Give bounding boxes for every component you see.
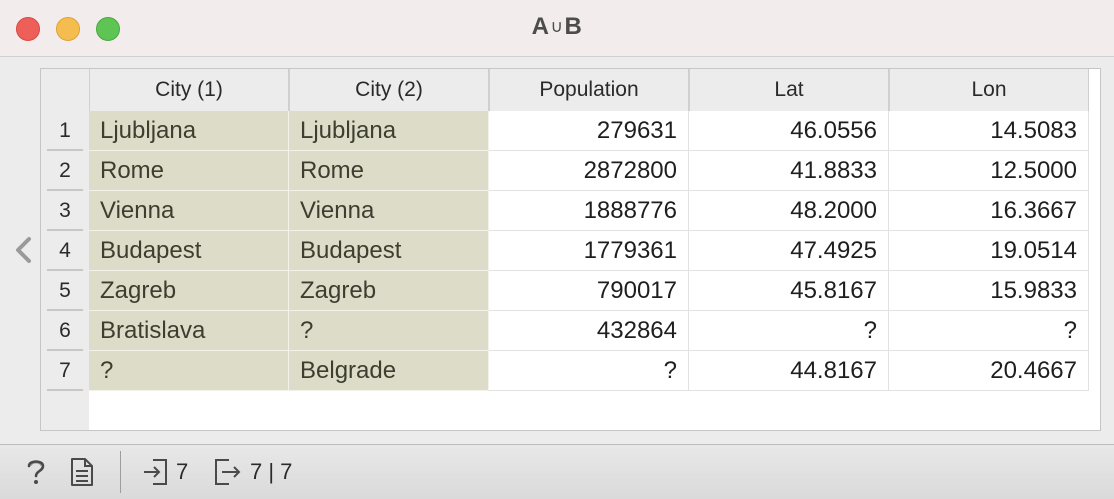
table-cell-city-2[interactable]: Vienna [289, 191, 489, 231]
union-symbol: ∪ [550, 17, 564, 36]
table-cell-population[interactable]: 432864 [489, 311, 689, 351]
row-header[interactable]: 6 [41, 311, 89, 351]
row-header[interactable]: 3 [41, 191, 89, 231]
help-icon[interactable] [24, 457, 48, 487]
table-cell-city-1[interactable]: Bratislava [89, 311, 289, 351]
output-count: 7 | 7 [250, 459, 293, 484]
table-cell-lon[interactable]: 20.4667 [889, 351, 1089, 391]
title-bar: A∪B [0, 0, 1114, 57]
table-cell-lon[interactable]: 19.0514 [889, 231, 1089, 271]
table-cell-city-1[interactable]: Rome [89, 151, 289, 191]
input-count: 7 [176, 459, 189, 484]
table-cell-city-1[interactable]: Zagreb [89, 271, 289, 311]
report-icon[interactable] [70, 457, 94, 487]
title-b: B [564, 13, 583, 40]
table-cell-city-1[interactable]: Budapest [89, 231, 289, 271]
table-cell-population[interactable]: ? [489, 351, 689, 391]
table-cell-city-1[interactable]: ? [89, 351, 289, 391]
row-header[interactable]: 7 [41, 351, 89, 391]
collapse-panel-chevron-icon[interactable] [12, 234, 34, 266]
status-divider [120, 451, 121, 493]
table-cell-lat[interactable]: 47.4925 [689, 231, 889, 271]
window-title: A∪B [0, 13, 1114, 41]
table-cell-city-1[interactable]: Ljubljana [89, 111, 289, 151]
table-cell-lat[interactable]: 44.8167 [689, 351, 889, 391]
table-cell-lat[interactable]: 45.8167 [689, 271, 889, 311]
table-cell-population[interactable]: 1779361 [489, 231, 689, 271]
column-header-label: Lat [774, 78, 804, 101]
column-header-lat[interactable]: Lat [689, 69, 889, 111]
column-header-label: City (2) [355, 78, 423, 101]
table-cell-population[interactable]: 1888776 [489, 191, 689, 231]
minimize-button[interactable] [56, 17, 80, 41]
table-corner[interactable] [41, 69, 89, 111]
title-a: A [531, 13, 550, 40]
column-header-city-1[interactable]: City (1) [89, 69, 289, 111]
table-cell-city-2[interactable]: Budapest [289, 231, 489, 271]
column-header-label: City (1) [155, 78, 223, 101]
output-icon [212, 457, 242, 487]
row-header[interactable]: 5 [41, 271, 89, 311]
table-cell-city-2[interactable]: ? [289, 311, 489, 351]
table-cell-city-2[interactable]: Belgrade [289, 351, 489, 391]
table-cell-lat[interactable]: 46.0556 [689, 111, 889, 151]
table-cell-lat[interactable]: 41.8833 [689, 151, 889, 191]
table-cell-lon[interactable]: ? [889, 311, 1089, 351]
column-header-population[interactable]: Population [489, 69, 689, 111]
table-cell-lat[interactable]: ? [689, 311, 889, 351]
column-header-city-2[interactable]: City (2) [289, 69, 489, 111]
table-cell-lon[interactable]: 16.3667 [889, 191, 1089, 231]
row-header[interactable]: 2 [41, 151, 89, 191]
row-header[interactable]: 1 [41, 111, 89, 151]
input-icon [142, 457, 170, 487]
status-bar: 7 7 | 7 [0, 444, 1114, 499]
close-button[interactable] [16, 17, 40, 41]
table-cell-city-2[interactable]: Rome [289, 151, 489, 191]
maximize-button[interactable] [96, 17, 120, 41]
table-cell-lat[interactable]: 48.2000 [689, 191, 889, 231]
table-cell-city-2[interactable]: Ljubljana [289, 111, 489, 151]
row-header[interactable]: 4 [41, 231, 89, 271]
table-cell-lon[interactable]: 14.5083 [889, 111, 1089, 151]
table-cell-lon[interactable]: 12.5000 [889, 151, 1089, 191]
table-cell-lon[interactable]: 15.9833 [889, 271, 1089, 311]
table-cell-population[interactable]: 2872800 [489, 151, 689, 191]
table-cell-city-1[interactable]: Vienna [89, 191, 289, 231]
table-cell-city-2[interactable]: Zagreb [289, 271, 489, 311]
table-cell-population[interactable]: 279631 [489, 111, 689, 151]
column-header-lon[interactable]: Lon [889, 69, 1089, 111]
column-header-label: Lon [971, 78, 1007, 101]
column-header-label: Population [539, 78, 639, 101]
data-table[interactable]: City (1) City (2) Population Lat Lon 1 L… [40, 68, 1101, 431]
table-cell-population[interactable]: 790017 [489, 271, 689, 311]
